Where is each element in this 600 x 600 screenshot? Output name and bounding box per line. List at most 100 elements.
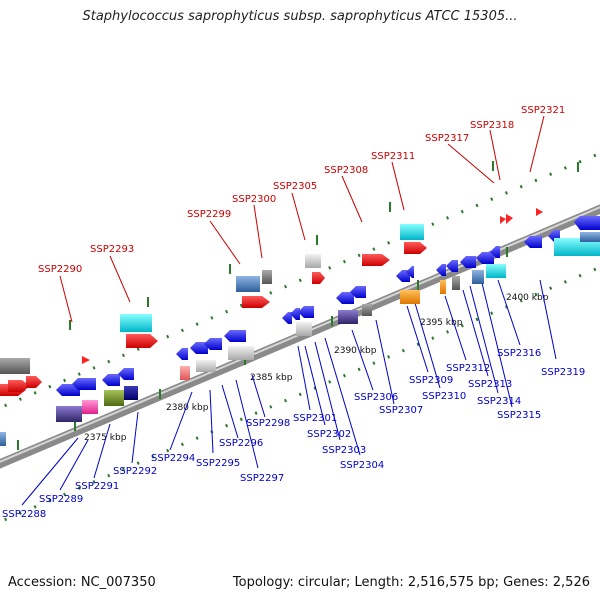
gene-arrow <box>82 356 90 364</box>
gene-block <box>305 254 321 268</box>
gene-arrow <box>298 306 314 318</box>
gene-label: SSP2308 <box>324 165 368 176</box>
gene-block <box>56 406 82 422</box>
gene-label: SSP2303 <box>322 445 366 456</box>
gene-block <box>228 346 254 360</box>
scale-label: 2400 kbp <box>506 293 549 303</box>
forward-genes <box>0 208 543 396</box>
gene-arrow <box>282 312 292 324</box>
gene-label: SSP2290 <box>38 264 82 275</box>
gene-block <box>0 358 30 374</box>
gene-block <box>196 360 216 372</box>
gene-arrow <box>56 384 80 396</box>
gene-block <box>180 366 190 380</box>
gene-label: SSP2295 <box>196 458 240 469</box>
gene-block <box>410 290 420 304</box>
accession-text: Accession: NC_007350 <box>8 575 156 590</box>
gene-block <box>472 270 484 284</box>
gene-label: SSP2300 <box>232 194 276 205</box>
genome-title: Staphylococcus saprophyticus subsp. sapr… <box>82 9 518 24</box>
top-gene-labels: SSP2290 SSP2293 SSP2299 SSP2300 SSP2305 … <box>38 105 565 275</box>
gene-label: SSP2289 <box>39 494 83 505</box>
gene-label: SSP2311 <box>371 151 415 162</box>
gene-arrow <box>460 256 476 268</box>
gene-label: SSP2309 <box>409 375 453 386</box>
gene-label: SSP2294 <box>151 453 195 464</box>
gene-label: SSP2315 <box>497 410 541 421</box>
bottom-leader-lines <box>21 279 557 506</box>
gene-label: SSP2321 <box>521 105 565 116</box>
gene-label: SSP2318 <box>470 120 514 131</box>
gene-label: SSP2299 <box>187 209 231 220</box>
gene-arrow <box>574 216 600 230</box>
gene-label: SSP2298 <box>246 418 290 429</box>
gene-block <box>554 238 600 256</box>
gene-label: SSP2316 <box>497 348 541 359</box>
gene-block <box>120 314 152 332</box>
gene-arrow <box>500 216 506 224</box>
reverse-genes <box>0 216 600 446</box>
gene-block <box>440 280 446 294</box>
gene-arrow <box>396 270 410 282</box>
gene-arrow <box>204 338 222 350</box>
gene-arrow <box>446 260 458 272</box>
gene-arrow <box>312 272 325 284</box>
gene-arrow <box>190 342 208 354</box>
gene-arrow <box>26 376 42 388</box>
scale-label: 2395 kbp <box>420 318 463 328</box>
gene-arrow <box>126 334 158 348</box>
gene-arrow <box>536 208 543 216</box>
gene-arrow <box>0 432 6 446</box>
gene-label: SSP2293 <box>90 244 134 255</box>
gene-block <box>362 304 372 316</box>
gene-label: SSP2301 <box>293 413 337 424</box>
gene-arrow <box>490 246 500 258</box>
gene-label: SSP2313 <box>468 379 512 390</box>
bottom-gene-labels: SSP2288 SSP2289 SSP2291 SSP2292 SSP2294 … <box>2 348 585 520</box>
gene-label: SSP2288 <box>2 509 46 520</box>
tick-marks <box>17 161 579 450</box>
gene-arrow <box>102 374 120 386</box>
gene-block <box>452 276 460 290</box>
gene-block <box>400 224 424 240</box>
gene-arrow <box>404 242 427 254</box>
gene-arrow <box>524 236 542 248</box>
gene-label: SSP2304 <box>340 460 384 471</box>
scale-label: 2385 kbp <box>250 373 293 383</box>
gene-arrow <box>224 330 246 342</box>
gene-label: SSP2310 <box>422 391 466 402</box>
gene-block <box>400 290 410 304</box>
gene-arrow <box>176 348 188 360</box>
gene-block <box>296 322 312 336</box>
gene-label: SSP2296 <box>219 438 263 449</box>
gene-block <box>124 386 138 400</box>
gene-arrow <box>436 264 446 276</box>
gene-label: SSP2297 <box>240 473 284 484</box>
gene-block <box>82 400 98 414</box>
gene-arrow <box>290 308 300 320</box>
scale-label: 2380 kbp <box>166 403 209 413</box>
gene-block <box>104 390 124 406</box>
gene-arrow <box>118 368 134 380</box>
gene-block <box>486 264 506 278</box>
gene-arrow <box>72 378 96 390</box>
gene-block <box>580 232 600 242</box>
gene-arrow <box>406 266 414 278</box>
genome-info-text: Topology: circular; Length: 2,516,575 bp… <box>232 575 590 590</box>
gene-label: SSP2314 <box>477 396 521 407</box>
top-leader-lines <box>59 115 545 323</box>
gene-arrow <box>506 214 513 224</box>
gene-label: SSP2307 <box>379 405 423 416</box>
gene-arrow <box>362 254 390 266</box>
gene-block <box>338 310 358 324</box>
gene-arrow <box>336 292 354 304</box>
gene-arrow <box>476 252 494 264</box>
gene-label: SSP2291 <box>75 481 119 492</box>
gene-label: SSP2305 <box>273 181 317 192</box>
gene-label: SSP2306 <box>354 392 398 403</box>
gene-arrow <box>350 286 366 298</box>
gene-label: SSP2302 <box>307 429 351 440</box>
gene-label: SSP2292 <box>113 466 157 477</box>
scale-label: 2390 kbp <box>334 346 377 356</box>
